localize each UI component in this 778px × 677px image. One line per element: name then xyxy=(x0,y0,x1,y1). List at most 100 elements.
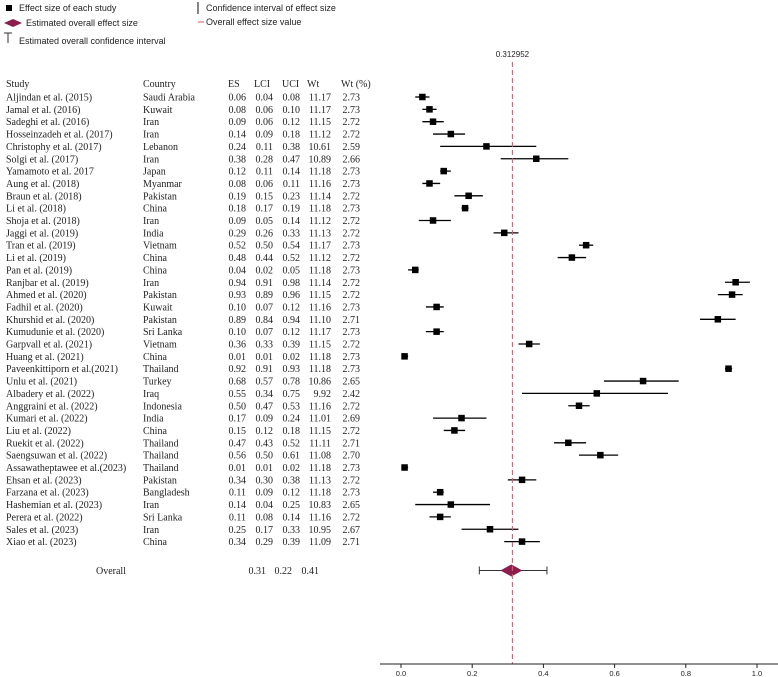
study-uci: 0.96 xyxy=(283,290,301,301)
study-wt-pct: 2.73 xyxy=(343,327,361,338)
study-lci: 0.28 xyxy=(256,154,274,165)
legend: Effect size of each study Estimated over… xyxy=(4,2,336,46)
study-wt: 11.16 xyxy=(309,512,331,523)
study-uci: 0.18 xyxy=(283,130,301,141)
study-country: China xyxy=(143,426,167,437)
study-name: Garpvall et al. (2021) xyxy=(6,340,92,351)
legend-overall-effect: Estimated overall effect size xyxy=(26,18,138,28)
study-lci: 0.91 xyxy=(256,364,274,375)
overall-es: 0.31 xyxy=(249,566,267,577)
study-wt: 11.18 xyxy=(309,265,331,276)
header-study: Study xyxy=(6,79,29,90)
study-name: Jamal et al. (2016) xyxy=(6,105,80,116)
study-lci: 0.02 xyxy=(256,265,274,276)
study-wt-pct: 2.73 xyxy=(343,167,361,178)
study-es: 0.89 xyxy=(229,315,247,326)
study-name: Paveenkittiporn et al.(2021) xyxy=(6,364,118,375)
x-tick-label: 0.4 xyxy=(538,669,548,677)
study-es: 0.04 xyxy=(229,265,247,276)
study-marker xyxy=(447,130,455,138)
study-marker xyxy=(447,501,455,508)
study-name: Jaggi et al. (2019) xyxy=(6,228,78,239)
study-marker xyxy=(565,439,572,447)
study-country: Vietnam xyxy=(143,241,177,252)
study-name: Kumari et al. (2022) xyxy=(6,414,88,425)
study-es: 0.56 xyxy=(229,451,247,462)
study-wt-pct: 2.65 xyxy=(343,500,361,511)
study-uci: 0.61 xyxy=(283,451,301,462)
study-marker xyxy=(401,353,408,360)
study-uci: 0.19 xyxy=(283,204,301,215)
study-marker xyxy=(725,365,732,372)
study-es: 0.24 xyxy=(229,142,247,153)
study-marker xyxy=(433,303,440,311)
study-marker xyxy=(429,217,437,224)
study-country: China xyxy=(143,265,167,276)
study-wt: 11.17 xyxy=(309,327,331,338)
header-wt-pct: Wt (%) xyxy=(341,79,371,90)
x-tick-label: 0.0 xyxy=(396,669,406,677)
overall-uci: 0.41 xyxy=(302,566,320,577)
study-wt: 11.12 xyxy=(309,216,331,227)
study-country: Japan xyxy=(143,167,166,178)
study-wt: 11.12 xyxy=(309,253,331,264)
study-wt: 11.18 xyxy=(309,364,331,375)
study-marker xyxy=(440,167,447,175)
study-country: Thailand xyxy=(143,438,179,449)
study-wt-pct: 2.71 xyxy=(343,438,361,449)
study-country: Saudi Arabia xyxy=(143,93,195,104)
study-es: 0.34 xyxy=(229,475,247,486)
study-wt-pct: 2.73 xyxy=(343,93,361,104)
study-marker xyxy=(429,118,437,125)
study-lci: 0.34 xyxy=(256,389,274,400)
study-lci: 0.50 xyxy=(256,241,274,252)
study-lci: 0.33 xyxy=(256,340,274,351)
study-es: 0.19 xyxy=(229,191,247,202)
study-wt: 11.10 xyxy=(309,315,331,326)
study-uci: 0.54 xyxy=(283,241,301,252)
study-es: 0.55 xyxy=(229,389,247,400)
study-name: Liu et al. (2022) xyxy=(6,426,71,437)
study-lci: 0.08 xyxy=(256,512,274,523)
study-name: Christophy et al. (2017) xyxy=(6,142,102,153)
legend-square-marker xyxy=(6,5,12,11)
study-lci: 0.91 xyxy=(256,278,274,289)
study-uci: 0.52 xyxy=(283,253,301,264)
study-country: Iraq xyxy=(143,389,159,400)
legend-ref-line: Overall effect size value xyxy=(206,17,301,27)
study-marker xyxy=(419,93,426,101)
study-marker xyxy=(518,538,526,545)
study-wt: 11.15 xyxy=(309,117,331,128)
study-lci: 0.30 xyxy=(256,475,274,486)
study-wt: 11.18 xyxy=(309,167,331,178)
study-country: Thailand xyxy=(143,463,179,474)
study-wt: 11.13 xyxy=(309,228,331,239)
study-wt: 11.14 xyxy=(309,278,331,289)
study-wt-pct: 2.73 xyxy=(343,488,361,499)
study-uci: 0.05 xyxy=(283,265,301,276)
column-headers: Study Country ES LCI UCI Wt Wt (%) xyxy=(6,79,371,90)
study-name: Hashemian et al. (2023) xyxy=(6,500,102,511)
study-country: Lebanon xyxy=(143,142,178,153)
study-name: Pan et al. (2019) xyxy=(6,265,72,276)
overall-lci: 0.22 xyxy=(275,566,293,577)
study-es: 0.94 xyxy=(229,278,247,289)
study-marker xyxy=(458,414,465,422)
study-marker xyxy=(436,513,444,521)
study-lci: 0.01 xyxy=(256,352,274,363)
study-lci: 0.01 xyxy=(256,463,274,474)
study-country: Iran xyxy=(143,278,159,289)
study-lci: 0.06 xyxy=(256,179,274,190)
study-uci: 0.24 xyxy=(283,414,301,425)
study-name: Ruekit et al. (2022) xyxy=(6,438,84,449)
study-country: Turkey xyxy=(143,377,172,388)
study-uci: 0.98 xyxy=(283,278,301,289)
study-lci: 0.84 xyxy=(256,315,274,326)
study-wt-pct: 2.72 xyxy=(343,253,361,264)
study-lci: 0.09 xyxy=(256,130,274,141)
study-uci: 0.23 xyxy=(283,191,301,202)
study-name: Li et al. (2019) xyxy=(6,253,66,264)
study-es: 0.50 xyxy=(229,401,247,412)
study-es: 0.93 xyxy=(229,290,247,301)
study-wt: 11.01 xyxy=(309,414,331,425)
